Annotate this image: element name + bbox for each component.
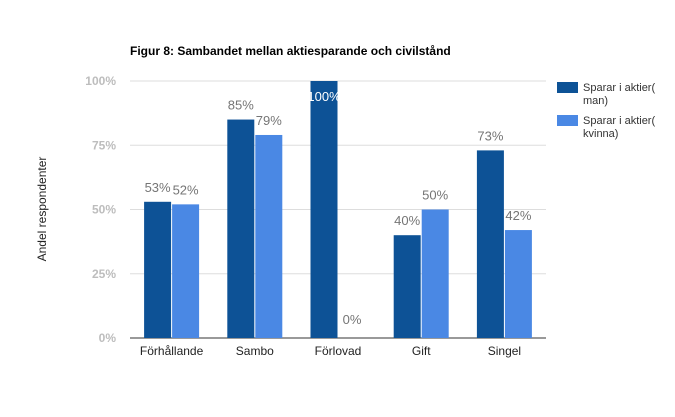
y-axis-label: Andel respondenter (35, 157, 49, 262)
bars (144, 81, 532, 338)
legend-entry-0: Sparar i aktier( (583, 82, 655, 94)
x-tick-label: Förlovad (315, 344, 362, 358)
bar-0-1 (227, 119, 255, 338)
y-tick-label: 0% (99, 331, 117, 345)
data-label: 85% (228, 98, 254, 113)
bar-0-4 (476, 150, 504, 338)
legend-swatch-1 (557, 115, 578, 126)
bar-0-2 (310, 81, 338, 338)
data-label: 40% (394, 213, 420, 228)
bar-1-3 (421, 209, 449, 338)
data-label: 73% (477, 128, 503, 143)
bar-0-3 (393, 235, 421, 338)
data-label: 50% (422, 188, 448, 203)
data-label: 100% (307, 89, 341, 104)
gridlines (130, 80, 546, 339)
x-tick-label: Singel (488, 344, 521, 358)
y-axis-ticks: 0% 25% 50% 75% 100% (85, 74, 116, 345)
legend-swatch-0 (557, 82, 578, 93)
chart-title: Figur 8: Sambandet mellan aktiesparande … (130, 44, 451, 58)
data-label: 79% (256, 113, 282, 128)
data-label: 52% (173, 182, 199, 197)
bar-1-4 (504, 230, 532, 338)
x-tick-label: Förhållande (140, 344, 204, 358)
legend: Sparar i aktier(man)Sparar i aktier(kvin… (557, 82, 655, 140)
x-tick-label: Sambo (236, 344, 274, 358)
data-labels: 53% 52% 85%79% 100% 0% 40%50% 73% 42% (145, 89, 532, 327)
y-tick-label: 100% (85, 74, 116, 88)
data-label: 0% (343, 312, 362, 327)
legend-entry-1: kvinna) (583, 128, 618, 140)
legend-entry-0: man) (583, 95, 608, 107)
x-tick-label: Gift (412, 344, 431, 358)
y-tick-label: 75% (92, 138, 116, 152)
y-tick-label: 50% (92, 203, 116, 217)
bar-0-0 (144, 201, 172, 338)
data-label: 53% (145, 180, 171, 195)
data-label: 42% (505, 208, 531, 223)
y-tick-label: 25% (92, 267, 116, 281)
legend-entry-1: Sparar i aktier( (583, 115, 655, 127)
bar-1-0 (172, 204, 200, 338)
bar-1-1 (255, 134, 283, 338)
x-axis-ticks: Förhållande Sambo Förlovad Gift Singel (140, 344, 521, 358)
